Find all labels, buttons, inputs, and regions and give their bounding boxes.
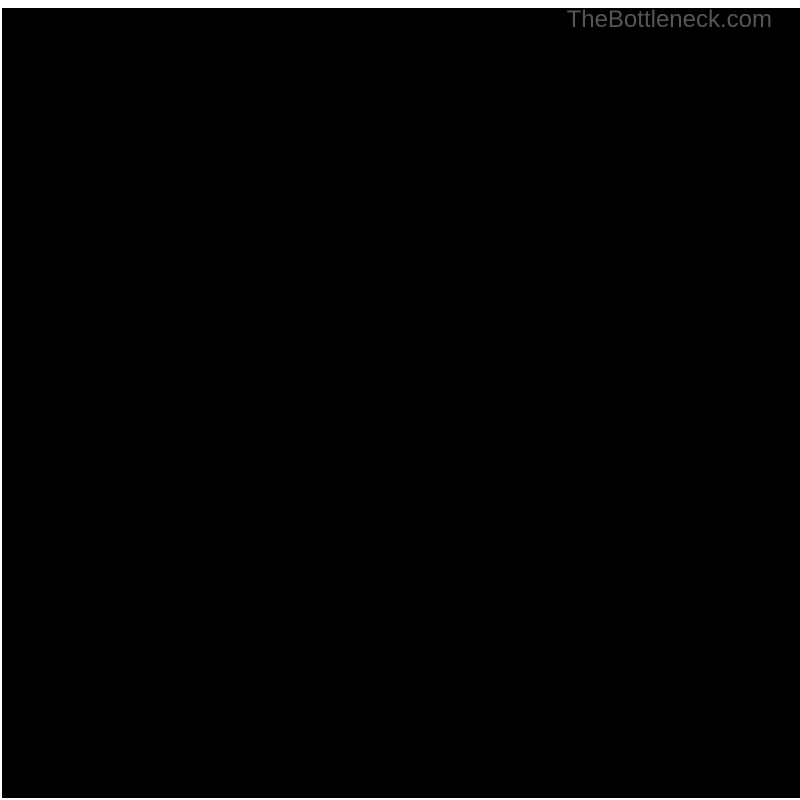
- crosshair-vertical: [137, 36, 138, 770]
- crosshair-marker: [133, 728, 143, 738]
- plot-outer-frame: [2, 8, 800, 798]
- watermark-text: TheBottleneck.com: [567, 6, 772, 34]
- root-container: TheBottleneck.com: [0, 0, 800, 800]
